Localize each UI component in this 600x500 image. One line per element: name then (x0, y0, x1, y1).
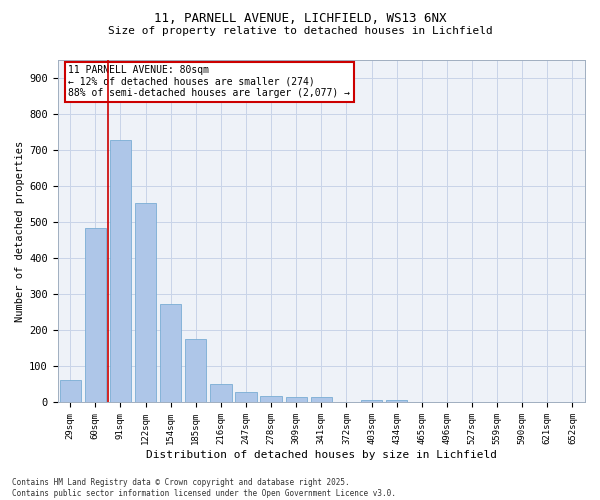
Bar (59, 380, 81, 402)
Bar (260, 396, 282, 402)
Bar (210, 384, 232, 402)
Bar (386, 400, 407, 402)
Bar (361, 400, 382, 402)
Text: Size of property relative to detached houses in Lichfield: Size of property relative to detached ho… (107, 26, 493, 36)
Bar (185, 339, 206, 402)
Bar (160, 304, 181, 402)
X-axis label: Distribution of detached houses by size in Lichfield: Distribution of detached houses by size … (146, 450, 497, 460)
Text: 11, PARNELL AVENUE, LICHFIELD, WS13 6NX: 11, PARNELL AVENUE, LICHFIELD, WS13 6NX (154, 12, 446, 26)
Bar (311, 398, 332, 402)
Bar (135, 203, 156, 402)
Bar (85, 228, 106, 402)
Y-axis label: Number of detached properties: Number of detached properties (15, 140, 25, 322)
Bar (286, 398, 307, 402)
Bar (110, 140, 131, 402)
Text: 11 PARNELL AVENUE: 80sqm
← 12% of detached houses are smaller (274)
88% of semi-: 11 PARNELL AVENUE: 80sqm ← 12% of detach… (68, 65, 350, 98)
Text: Contains HM Land Registry data © Crown copyright and database right 2025.
Contai: Contains HM Land Registry data © Crown c… (12, 478, 396, 498)
Bar (235, 392, 257, 402)
